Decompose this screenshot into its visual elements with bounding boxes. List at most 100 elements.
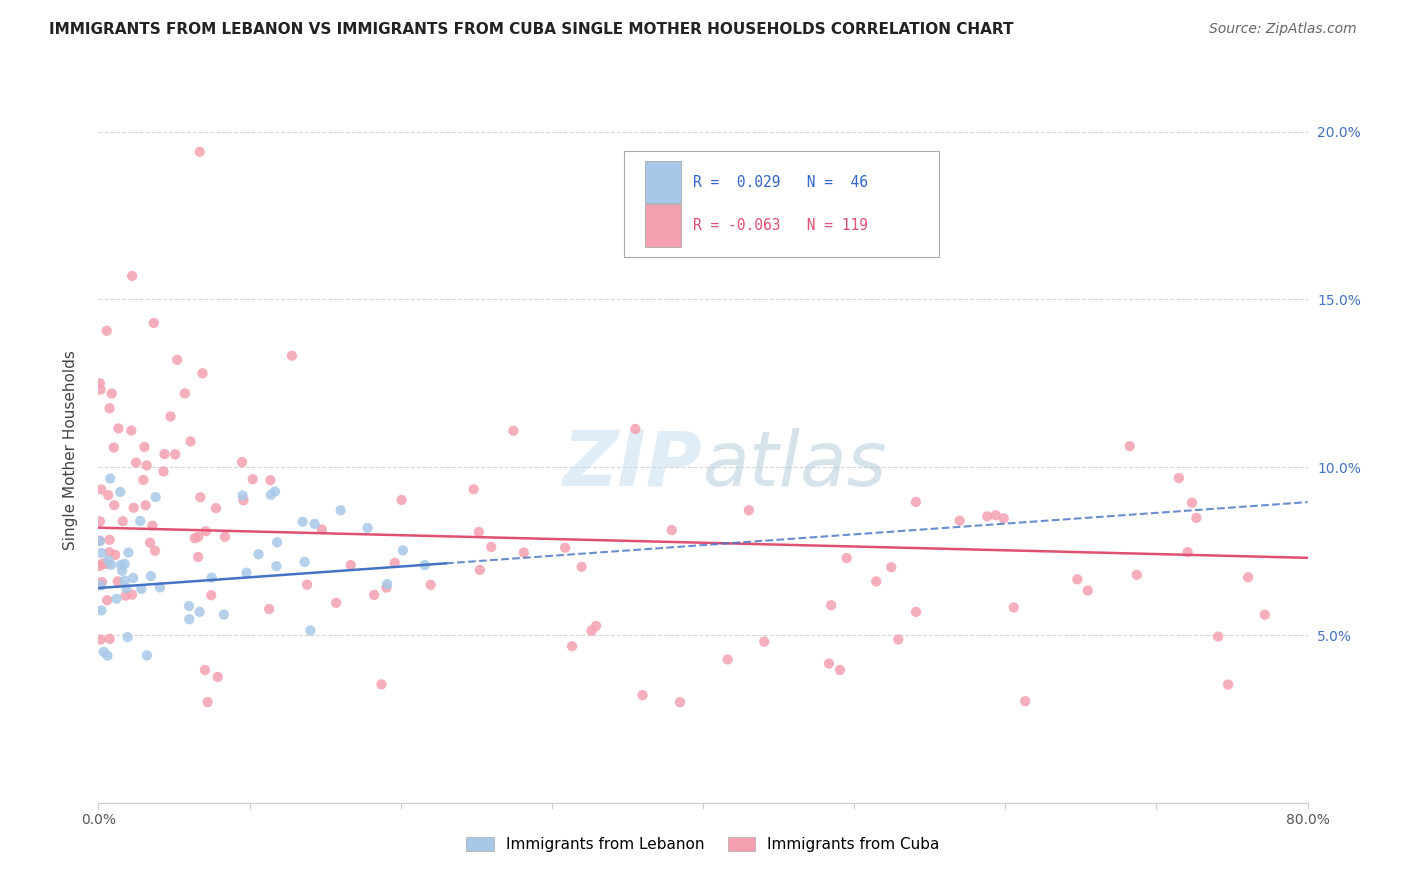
- Point: [1254, 607, 1277, 622]
- Point: [247, 547, 270, 561]
- Point: [235, 566, 257, 580]
- Point: [585, 619, 607, 633]
- Text: R = -0.063   N = 119: R = -0.063 N = 119: [693, 218, 869, 233]
- Point: [122, 500, 145, 515]
- Point: [356, 521, 378, 535]
- Point: [134, 440, 156, 454]
- Point: [993, 511, 1015, 525]
- Point: [200, 588, 222, 602]
- Point: [375, 577, 398, 591]
- Point: [96, 648, 118, 663]
- Point: [468, 524, 491, 539]
- Point: [1014, 694, 1036, 708]
- Point: [738, 503, 761, 517]
- Point: [669, 695, 692, 709]
- Point: [865, 574, 887, 589]
- Point: [120, 424, 142, 438]
- Point: [624, 422, 647, 436]
- Point: [717, 652, 740, 666]
- Point: [194, 524, 217, 539]
- Point: [1216, 677, 1239, 691]
- Point: [107, 574, 129, 589]
- Point: [571, 559, 593, 574]
- Point: [153, 447, 176, 461]
- Point: [264, 484, 287, 499]
- Point: [96, 593, 118, 607]
- Point: [295, 577, 318, 591]
- Point: [818, 657, 841, 671]
- Point: [165, 447, 187, 461]
- Point: [1177, 545, 1199, 559]
- Point: [188, 145, 211, 159]
- Point: [89, 558, 111, 573]
- Point: [97, 553, 120, 567]
- Point: [835, 551, 858, 566]
- Point: [139, 569, 162, 583]
- Point: [110, 485, 132, 500]
- Point: [100, 386, 122, 401]
- Point: [177, 599, 200, 613]
- Point: [266, 535, 288, 549]
- Point: [97, 488, 120, 502]
- FancyBboxPatch shape: [645, 204, 682, 247]
- Text: Source: ZipAtlas.com: Source: ZipAtlas.com: [1209, 22, 1357, 37]
- Point: [90, 546, 112, 560]
- Point: [90, 603, 112, 617]
- Point: [479, 540, 502, 554]
- Point: [143, 543, 166, 558]
- Point: [93, 645, 115, 659]
- Point: [90, 578, 112, 592]
- Point: [1077, 583, 1099, 598]
- Point: [561, 639, 583, 653]
- Point: [194, 663, 217, 677]
- Point: [107, 421, 129, 435]
- Point: [232, 493, 254, 508]
- Point: [887, 632, 910, 647]
- Point: [299, 624, 322, 638]
- Point: [110, 558, 132, 572]
- Point: [391, 492, 413, 507]
- Point: [114, 574, 136, 588]
- Point: [121, 588, 143, 602]
- Point: [122, 571, 145, 585]
- Point: [1181, 496, 1204, 510]
- FancyBboxPatch shape: [645, 161, 682, 203]
- Point: [976, 509, 998, 524]
- Point: [187, 530, 209, 544]
- Point: [103, 441, 125, 455]
- Point: [468, 563, 491, 577]
- Point: [105, 591, 128, 606]
- Point: [949, 514, 972, 528]
- Point: [502, 424, 524, 438]
- Point: [98, 632, 121, 646]
- Point: [89, 383, 111, 397]
- Point: [1118, 439, 1140, 453]
- Point: [260, 488, 283, 502]
- Point: [281, 349, 304, 363]
- Point: [136, 648, 159, 663]
- Point: [141, 518, 163, 533]
- Point: [117, 630, 139, 644]
- Point: [581, 624, 603, 638]
- Point: [96, 324, 118, 338]
- Point: [187, 549, 209, 564]
- Point: [139, 535, 162, 549]
- Text: R =  0.029   N =  46: R = 0.029 N = 46: [693, 175, 869, 190]
- Point: [90, 483, 112, 497]
- Point: [1185, 511, 1208, 525]
- Point: [131, 582, 153, 596]
- Point: [89, 376, 111, 391]
- Point: [311, 523, 333, 537]
- Point: [190, 490, 212, 504]
- Point: [392, 543, 415, 558]
- Point: [661, 523, 683, 537]
- Point: [104, 548, 127, 562]
- Point: [463, 483, 485, 497]
- Point: [91, 557, 114, 571]
- Point: [103, 498, 125, 512]
- Point: [631, 688, 654, 702]
- Point: [384, 556, 406, 570]
- Point: [184, 531, 207, 545]
- Point: [201, 571, 224, 585]
- Point: [166, 352, 188, 367]
